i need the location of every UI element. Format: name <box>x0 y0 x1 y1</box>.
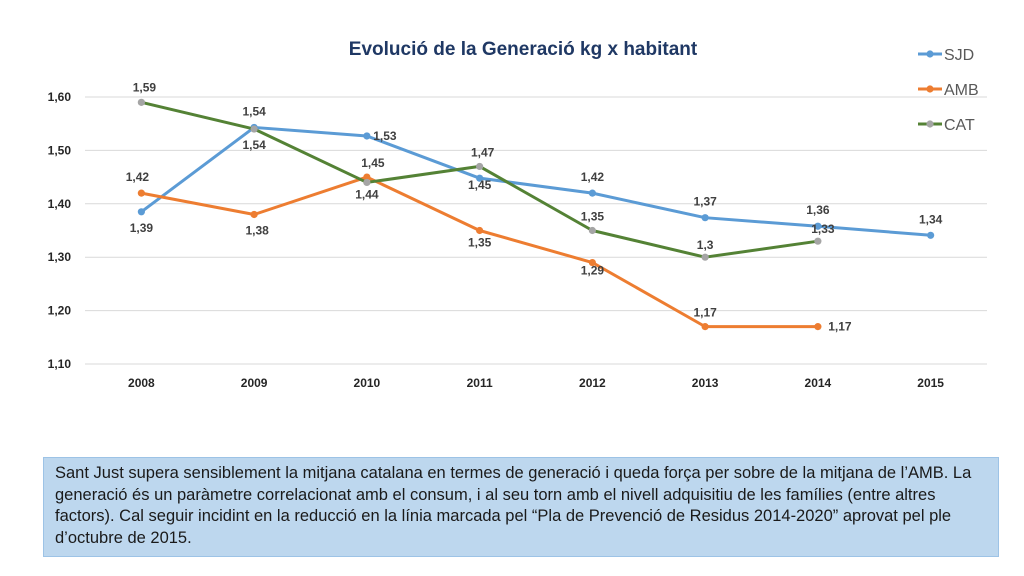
data-label-amb: 1,38 <box>245 223 269 237</box>
data-point-cat <box>476 162 484 171</box>
chart-title: Evolució de la Generació kg x habitant <box>349 39 698 60</box>
legend-marker-amb <box>926 85 934 93</box>
data-point-sjd <box>701 214 709 222</box>
data-label-amb: 1,17 <box>828 320 852 334</box>
data-label-sjd: 1,39 <box>130 221 154 235</box>
y-tick-label: 1,10 <box>48 357 72 371</box>
x-tick-label: 2009 <box>241 376 268 390</box>
data-point-amb <box>701 323 709 331</box>
x-tick-label: 2011 <box>467 376 493 390</box>
data-label-sjd: 1,42 <box>581 170 605 184</box>
data-label-cat: 1,35 <box>581 210 605 224</box>
note-text: Sant Just supera sensiblement la mitjana… <box>55 464 972 547</box>
y-tick-label: 1,20 <box>48 304 72 318</box>
data-label-cat: 1,3 <box>697 238 714 252</box>
data-point-amb <box>588 258 596 267</box>
data-point-cat <box>814 237 822 245</box>
x-tick-label: 2010 <box>354 376 381 390</box>
y-tick-label: 1,30 <box>48 250 72 264</box>
y-tick-label: 1,40 <box>48 197 72 211</box>
data-point-sjd <box>476 174 484 182</box>
x-tick-label: 2015 <box>917 376 944 390</box>
data-point-amb <box>476 226 484 235</box>
data-point-cat <box>588 226 596 235</box>
x-tick-label: 2008 <box>128 376 155 390</box>
data-point-cat <box>701 253 709 261</box>
data-label-amb: 1,45 <box>361 156 385 170</box>
data-point-cat <box>250 125 258 133</box>
data-label-sjd: 1,34 <box>919 212 943 226</box>
data-label-cat: 1,33 <box>811 222 835 236</box>
x-tick-label: 2013 <box>692 376 719 390</box>
data-point-sjd <box>363 132 371 140</box>
series-line-sjd <box>139 125 933 237</box>
data-label-amb: 1,42 <box>126 170 150 184</box>
data-point-sjd <box>137 208 145 216</box>
legend-marker-cat <box>926 120 934 128</box>
data-point-sjd <box>927 231 935 239</box>
line-chart: Evolució de la Generació kg x habitant 1… <box>48 39 987 390</box>
data-label-cat: 1,59 <box>133 80 157 94</box>
data-point-sjd <box>588 189 596 197</box>
data-point-cat <box>363 178 371 187</box>
data-point-amb <box>250 210 258 219</box>
data-label-cat: 1,54 <box>242 138 266 152</box>
data-point-sjd <box>814 222 822 230</box>
legend-marker-sjd <box>926 50 934 58</box>
data-label-sjd: 1,53 <box>373 129 397 143</box>
legend-label-sjd: SJD <box>944 47 974 64</box>
data-label-amb: 1,35 <box>468 236 492 250</box>
data-label-sjd: 1,36 <box>806 203 830 217</box>
data-label-amb: 1,29 <box>581 264 605 278</box>
data-label-cat: 1,47 <box>471 145 495 159</box>
data-point-amb <box>363 173 371 181</box>
data-point-amb <box>137 189 145 197</box>
data-label-sjd: 1,45 <box>468 178 492 192</box>
legend-label-amb: AMB <box>944 82 979 99</box>
data-label-cat: 1,44 <box>355 187 379 201</box>
x-tick-label: 2012 <box>579 376 606 390</box>
data-label-amb: 1,17 <box>693 306 717 320</box>
data-point-amb <box>814 323 822 331</box>
note-box: Sant Just supera sensiblement la mitjana… <box>43 457 999 557</box>
legend-label-cat: CAT <box>944 117 975 134</box>
y-tick-label: 1,60 <box>48 90 72 104</box>
y-tick-label: 1,50 <box>48 143 72 157</box>
data-point-cat <box>137 98 145 106</box>
data-label-sjd: 1,37 <box>693 195 717 209</box>
x-tick-label: 2014 <box>805 376 832 390</box>
data-label-sjd: 1,54 <box>242 104 266 118</box>
